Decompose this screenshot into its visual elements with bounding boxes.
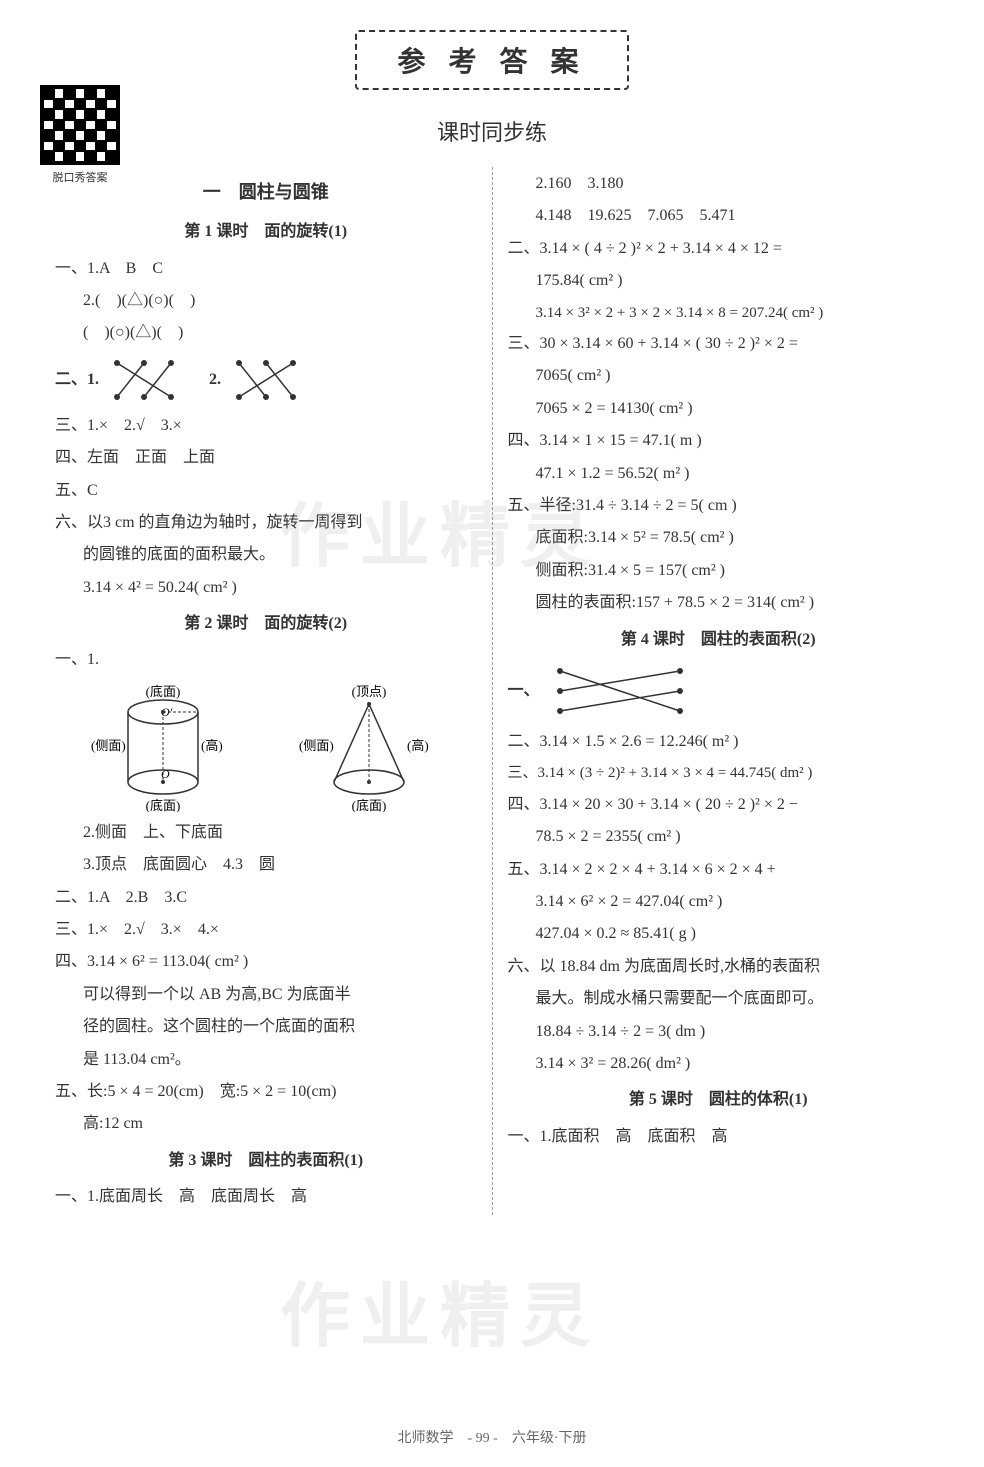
page-header: 参 考 答 案 课时同步练: [40, 30, 944, 147]
answer-line: 一、1.底面周长 高 底面周长 高: [55, 1182, 477, 1212]
answer-line: 五、C: [55, 476, 477, 506]
lesson-title: 第 4 课时 圆柱的表面积(2): [508, 625, 930, 655]
answer-line: 五、3.14 × 2 × 2 × 4 + 3.14 × 6 × 2 × 4 +: [508, 855, 930, 885]
qr-code: [40, 85, 120, 165]
answer-line: 三、1.× 2.√ 3.× 4.×: [55, 915, 477, 945]
answer-line: 2.侧面 上、下底面: [55, 818, 477, 848]
answer-line: 二、1.A 2.B 3.C: [55, 883, 477, 913]
answer-line: 3.14 × 6² × 2 = 427.04( cm² ): [508, 887, 930, 917]
answer-line: 底面积:3.14 × 5² = 78.5( cm² ): [508, 523, 930, 553]
label: 一、: [508, 676, 540, 706]
lesson-title: 第 3 课时 圆柱的表面积(1): [55, 1146, 477, 1176]
answer-line: 78.5 × 2 = 2355( cm² ): [508, 822, 930, 852]
answer-line: 可以得到一个以 AB 为高,BC 为底面半: [55, 980, 477, 1010]
label: 二、1.: [55, 365, 99, 395]
lesson-title: 第 5 课时 圆柱的体积(1): [508, 1085, 930, 1115]
matching-lines-icon: [109, 355, 199, 405]
cone-diagram-icon: (顶点) (侧面) (高) (底面): [299, 682, 449, 812]
label: (底面): [351, 798, 386, 812]
cylinder-diagram-icon: (底面) O' O (侧面) (高) (底面): [83, 682, 243, 812]
answer-line: 18.84 ÷ 3.14 ÷ 2 = 3( dm ): [508, 1017, 930, 1047]
answer-line: 高:12 cm: [55, 1109, 477, 1139]
matching-diagram-row: 二、1. 2.: [55, 355, 477, 405]
right-column: 2.160 3.180 4.148 19.625 7.065 5.471 二、3…: [493, 167, 945, 1215]
answer-line: 是 113.04 cm²。: [55, 1045, 477, 1075]
answer-line: 最大。制成水桶只需要配一个底面即可。: [508, 984, 930, 1014]
subtitle: 课时同步练: [40, 115, 944, 147]
label: (高): [201, 738, 223, 753]
answer-line: 一、1.底面积 高 底面积 高: [508, 1122, 930, 1152]
label: 2.: [209, 365, 221, 395]
matching-lines-icon: [231, 355, 321, 405]
answer-line: 4.148 19.625 7.065 5.471: [508, 201, 930, 231]
answer-line: 3.14 × 3² × 2 + 3 × 2 × 3.14 × 8 = 207.2…: [508, 299, 930, 328]
qr-label: 脱口秀答案: [40, 169, 120, 185]
answer-line: 四、3.14 × 6² = 113.04( cm² ): [55, 947, 477, 977]
lesson-title: 第 2 课时 面的旋转(2): [55, 609, 477, 639]
answer-line: 一、1.A B C: [55, 254, 477, 284]
answer-line: 二、3.14 × 1.5 × 2.6 = 12.246( m² ): [508, 727, 930, 757]
answer-line: 五、半径:31.4 ÷ 3.14 ÷ 2 = 5( cm ): [508, 491, 930, 521]
answer-line: 四、左面 正面 上面: [55, 443, 477, 473]
label: (顶点): [351, 684, 386, 699]
answer-line: 六、以 18.84 dm 为底面周长时,水桶的表面积: [508, 952, 930, 982]
answer-line: 的圆锥的底面的面积最大。: [55, 540, 477, 570]
label: (高): [407, 738, 429, 753]
answer-line: 侧面积:31.4 × 5 = 157( cm² ): [508, 556, 930, 586]
answer-line: 7065 × 2 = 14130( cm² ): [508, 394, 930, 424]
answer-line: 四、3.14 × 1 × 15 = 47.1( m ): [508, 426, 930, 456]
answer-line: 三、30 × 3.14 × 60 + 3.14 × ( 30 ÷ 2 )² × …: [508, 329, 930, 359]
answer-line: 圆柱的表面积:157 + 78.5 × 2 = 314( cm² ): [508, 588, 930, 618]
answer-line: 2.160 3.180: [508, 169, 930, 199]
answer-line: 2.( )(△)(○)( ): [55, 286, 477, 316]
answer-line: 径的圆柱。这个圆柱的一个底面的面积: [55, 1012, 477, 1042]
watermark: 作业精灵: [280, 1260, 600, 1361]
answer-line: 四、3.14 × 20 × 30 + 3.14 × ( 20 ÷ 2 )² × …: [508, 790, 930, 820]
answer-line: 二、3.14 × ( 4 ÷ 2 )² × 2 + 3.14 × 4 × 12 …: [508, 234, 930, 264]
answer-line: 3.顶点 底面圆心 4.3 圆: [55, 850, 477, 880]
label: (底面): [146, 684, 181, 699]
matching-lines-icon: [550, 661, 690, 721]
left-column: 一 圆柱与圆锥 第 1 课时 面的旋转(1) 一、1.A B C 2.( )(△…: [40, 167, 493, 1215]
answer-line: 7065( cm² ): [508, 361, 930, 391]
main-title: 参 考 答 案: [355, 30, 628, 90]
answer-line: 五、长:5 × 4 = 20(cm) 宽:5 × 2 = 10(cm): [55, 1077, 477, 1107]
lesson-title: 第 1 课时 面的旋转(1): [55, 217, 477, 247]
answer-line: 3.14 × 4² = 50.24( cm² ): [55, 573, 477, 603]
answer-line: 三、3.14 × (3 ÷ 2)² + 3.14 × 3 × 4 = 44.74…: [508, 759, 930, 788]
answer-line: 一、1.: [55, 645, 477, 675]
answer-line: 175.84( cm² ): [508, 266, 930, 296]
svg-text:O: O: [161, 767, 170, 781]
matching-diagram-row: 一、: [508, 661, 930, 721]
answer-line: 47.1 × 1.2 = 56.52( m² ): [508, 459, 930, 489]
page-footer: 北师数学 - 99 - 六年级·下册: [0, 1427, 984, 1447]
answer-line: ( )(○)(△)( ): [55, 318, 477, 348]
shape-diagrams: (底面) O' O (侧面) (高) (底面) (顶点): [55, 682, 477, 812]
label: (底面): [146, 798, 181, 812]
answer-line: 六、以3 cm 的直角边为轴时，旋转一周得到: [55, 508, 477, 538]
content-columns: 一 圆柱与圆锥 第 1 课时 面的旋转(1) 一、1.A B C 2.( )(△…: [40, 167, 944, 1215]
answer-line: 427.04 × 0.2 ≈ 85.41( g ): [508, 919, 930, 949]
answer-line: 3.14 × 3² = 28.26( dm² ): [508, 1049, 930, 1079]
answer-line: 三、1.× 2.√ 3.×: [55, 411, 477, 441]
qr-code-section: 脱口秀答案: [40, 85, 120, 185]
label: (侧面): [91, 738, 126, 753]
label: (侧面): [299, 738, 334, 753]
